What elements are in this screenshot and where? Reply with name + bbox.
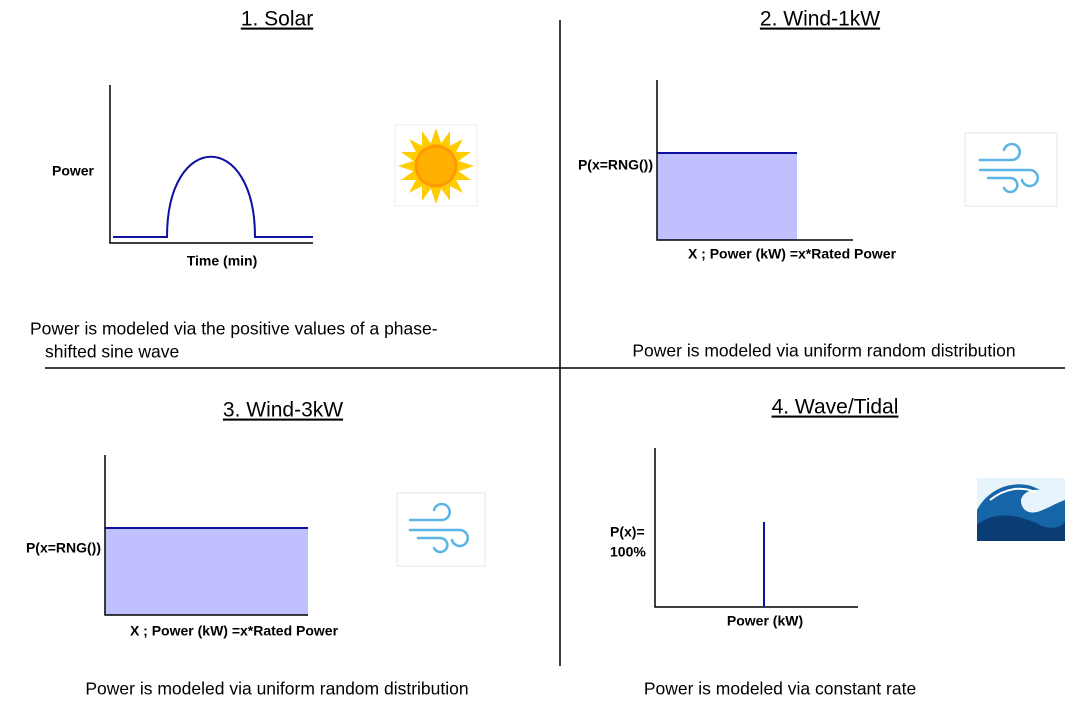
title: 1. Solar bbox=[241, 8, 313, 31]
description: Power is modeled via uniform random dist… bbox=[632, 341, 1015, 361]
y-label: P(x=RNG()) bbox=[578, 157, 653, 173]
wind-icon bbox=[396, 492, 486, 567]
y-label: 100% bbox=[610, 544, 646, 560]
x-label: Power (kW) bbox=[727, 613, 803, 629]
wind-icon bbox=[964, 132, 1058, 207]
y-label: Power bbox=[52, 163, 95, 179]
title: 4. Wave/Tidal bbox=[772, 396, 899, 419]
description: Power is modeled via uniform random dist… bbox=[85, 679, 468, 699]
description: shifted sine wave bbox=[45, 342, 179, 362]
axes bbox=[109, 85, 313, 244]
distribution-area bbox=[105, 528, 308, 615]
sun-icon bbox=[394, 124, 478, 207]
axes bbox=[654, 448, 858, 608]
y-label: P(x)= bbox=[610, 524, 645, 540]
x-label: Time (min) bbox=[187, 253, 258, 269]
axes bbox=[656, 80, 853, 241]
x-label: X ; Power (kW) =x*Rated Power bbox=[688, 246, 897, 262]
description: Power is modeled via the positive values… bbox=[30, 319, 438, 339]
x-label: X ; Power (kW) =x*Rated Power bbox=[130, 623, 339, 639]
title: 3. Wind-3kW bbox=[223, 399, 343, 422]
solar-curve bbox=[113, 155, 313, 238]
title: 2. Wind-1kW bbox=[760, 8, 880, 31]
axes bbox=[104, 455, 308, 616]
distribution-area bbox=[657, 153, 797, 240]
description: Power is modeled via constant rate bbox=[644, 679, 916, 699]
y-label: P(x=RNG()) bbox=[26, 540, 101, 556]
wave-icon bbox=[977, 478, 1065, 541]
